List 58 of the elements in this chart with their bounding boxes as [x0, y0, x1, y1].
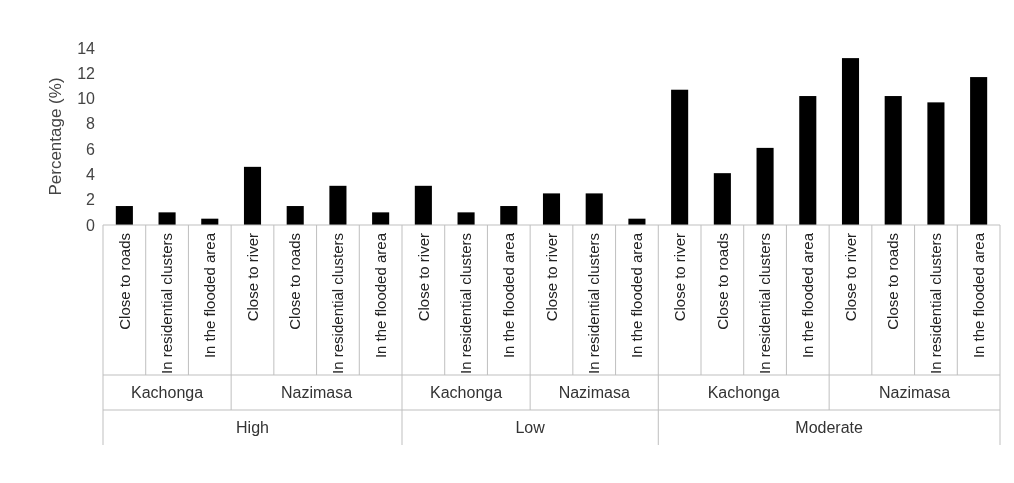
- bar: [799, 96, 817, 225]
- bar: [884, 96, 902, 225]
- bar: [372, 212, 390, 225]
- y-tick-label: 10: [77, 90, 96, 108]
- bar: [841, 58, 860, 225]
- x-tick-label: Close to river: [542, 233, 560, 322]
- y-tick-label: 14: [77, 39, 96, 57]
- text: Kachonga: [131, 384, 204, 402]
- text: High: [236, 419, 269, 437]
- bar: [585, 193, 603, 225]
- y-tick-label: 6: [86, 140, 96, 158]
- x-tick-label: In the flooded area: [201, 232, 219, 359]
- bar: [500, 206, 518, 225]
- bar: [286, 206, 304, 225]
- text: Nazimasa: [879, 384, 951, 402]
- bar: [243, 166, 262, 225]
- bar: [713, 173, 731, 225]
- x-tick-label: Close to roads: [713, 233, 731, 330]
- x-tick-label: Close to roads: [286, 233, 304, 330]
- bar: [542, 193, 561, 225]
- x-tick-label: In the flooded area: [371, 232, 389, 359]
- bar: [115, 206, 133, 225]
- text: Kachonga: [430, 384, 503, 402]
- x-tick-label: Close to river: [841, 233, 859, 322]
- x-tick-label: In residential clusters: [756, 233, 774, 374]
- text: Kachonga: [707, 384, 780, 402]
- x-tick-label: In the flooded area: [799, 232, 817, 359]
- x-tick-label: Close to river: [414, 233, 432, 322]
- y-tick-label: 2: [86, 191, 96, 209]
- x-tick-label: In residential clusters: [457, 233, 475, 374]
- bar: [329, 185, 347, 225]
- x-tick-label: In residential clusters: [158, 233, 176, 374]
- x-tick-label: In residential clusters: [927, 233, 945, 374]
- bar: [457, 212, 475, 225]
- text: Nazimasa: [281, 384, 353, 402]
- x-tick-label: Close to river: [243, 233, 261, 322]
- y-tick-label: 0: [86, 216, 96, 234]
- x-tick-label: Close to river: [670, 233, 688, 322]
- x-tick-label: In the flooded area: [500, 232, 518, 359]
- bar: [158, 212, 176, 225]
- text: Nazimasa: [558, 384, 630, 402]
- bar: [414, 185, 432, 225]
- y-tick-label: 12: [77, 64, 96, 82]
- y-tick-label: 8: [86, 115, 96, 133]
- bar: [970, 77, 988, 225]
- bar: [927, 102, 945, 225]
- x-tick-label: In the flooded area: [628, 232, 646, 359]
- y-tick-label: 4: [86, 166, 96, 184]
- x-tick-label: In residential clusters: [329, 233, 347, 374]
- bar: [756, 147, 774, 225]
- y-axis-title: Percentage (%): [46, 77, 65, 196]
- bar: [671, 89, 689, 225]
- x-tick-label: Close to roads: [115, 233, 133, 330]
- x-tick-label: In the flooded area: [969, 232, 987, 359]
- x-tick-label: Close to roads: [884, 233, 902, 330]
- text: Low: [515, 419, 546, 437]
- text: Moderate: [795, 419, 864, 437]
- x-tick-label: In residential clusters: [585, 233, 603, 374]
